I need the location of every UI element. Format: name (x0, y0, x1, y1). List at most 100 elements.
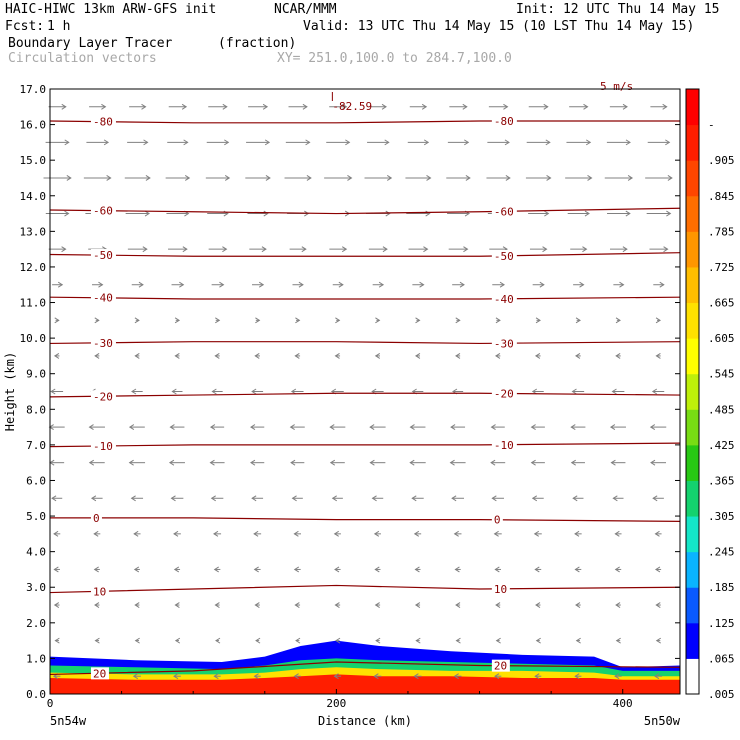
wind-vector (646, 210, 672, 217)
wind-vector (131, 388, 143, 395)
fcst-label: Fcst: (5, 19, 45, 34)
wind-vector (447, 139, 470, 146)
wind-vector-head (94, 637, 100, 644)
wind-vector (127, 246, 148, 253)
wind-vector-head (386, 175, 393, 181)
y-tick-label: 14.0 (20, 190, 47, 203)
colorbar-label: .065 (708, 652, 735, 665)
contour-label-bg (90, 115, 116, 128)
wind-vector-head (587, 175, 593, 181)
wind-vector-head (50, 388, 56, 395)
wind-vector-head (173, 673, 179, 680)
wind-vector (495, 352, 501, 359)
wind-vector (607, 210, 631, 217)
wind-vector (375, 637, 381, 644)
wind-vector (53, 602, 60, 608)
wind-vector-head (650, 459, 656, 466)
wind-vector-head (574, 566, 580, 573)
x-tick-label: 0 (47, 697, 54, 710)
wind-vector (407, 139, 430, 146)
wind-vector (534, 566, 542, 573)
y-tick-label: 17.0 (20, 83, 47, 96)
wind-vector (215, 637, 221, 644)
model-title: HAIC-HIWC 13km ARW-GFS init (5, 2, 217, 17)
wind-vector-head (341, 246, 348, 253)
contour-label: -10 (93, 440, 113, 453)
wind-vector (535, 637, 541, 644)
wind-vector (531, 388, 544, 395)
wind-vector-head (128, 459, 134, 466)
wind-vector (414, 602, 421, 608)
wind-vector-head (141, 103, 147, 110)
wind-vector (165, 175, 191, 181)
wind-vector-head (654, 530, 660, 537)
wind-vector-head (667, 175, 673, 181)
wind-vector (454, 566, 461, 573)
wind-vector (449, 103, 468, 110)
wind-vector-head (543, 103, 549, 110)
colorbar-label: .605 (708, 332, 735, 345)
wind-vector (245, 175, 271, 181)
wind-vector-head (614, 566, 620, 573)
y-tick-label: 10.0 (20, 332, 47, 345)
wind-vector-head (414, 566, 420, 573)
wind-vector (334, 352, 341, 359)
wind-vector-head (611, 388, 617, 395)
contour-label: -60 (494, 206, 514, 219)
xy-label: XY= 251.0,100.0 to 284.7,100.0 (277, 51, 512, 66)
wind-vector (128, 424, 145, 431)
wind-vector-head (215, 637, 221, 644)
wind-vector-head (90, 495, 97, 502)
wind-vector (654, 566, 662, 573)
wind-vector-head (64, 210, 70, 217)
wind-vector-head (338, 281, 344, 288)
wind-vector-head (134, 602, 140, 608)
y-tick-label: 13.0 (20, 225, 47, 238)
wind-vector (409, 103, 428, 110)
contour-label: 10 (494, 583, 507, 596)
y-tick-label: 11.0 (20, 297, 47, 310)
wind-vector (490, 459, 506, 466)
wind-vector (209, 459, 225, 466)
wind-vector-head (378, 281, 385, 288)
wind-vector (255, 637, 261, 644)
wind-vector-head (494, 566, 500, 573)
wind-vector (566, 139, 592, 146)
wind-vector-head (382, 246, 388, 253)
wind-vector (575, 602, 581, 608)
colorbar-label: - (708, 119, 715, 132)
contour-label: -30 (93, 337, 113, 350)
colorbar-swatch (686, 622, 699, 659)
wind-vector-head (411, 495, 417, 502)
wind-vector-head (331, 495, 337, 502)
wind-vector (125, 210, 150, 217)
wind-vector (48, 103, 67, 110)
wind-vector (453, 530, 462, 537)
temperature-contour (49, 584, 681, 594)
wind-vector-head (373, 673, 379, 680)
wind-vector-head (453, 673, 459, 680)
wind-vector-head (293, 673, 299, 680)
wind-vector-head (57, 281, 64, 288)
wind-vector (294, 352, 301, 359)
y-tick-label: 5.0 (26, 510, 46, 523)
wind-vector-head (179, 281, 185, 288)
wind-vector (174, 317, 181, 324)
wind-vector (575, 637, 581, 644)
colorbar-swatch (686, 89, 699, 126)
wind-vector-head (535, 317, 541, 324)
temperature-contour (49, 661, 681, 676)
wind-vector (53, 566, 60, 573)
wind-vector (570, 459, 585, 466)
wind-vector-head (423, 139, 430, 146)
wind-vector (487, 139, 510, 146)
wind-vector-head (374, 352, 381, 359)
wind-vector (53, 352, 60, 359)
wind-vector (253, 673, 261, 680)
wind-vector-head (173, 530, 179, 537)
wind-vector (373, 673, 382, 680)
wind-vector (609, 103, 628, 110)
wind-vector (335, 317, 341, 324)
wind-vector (612, 495, 624, 502)
